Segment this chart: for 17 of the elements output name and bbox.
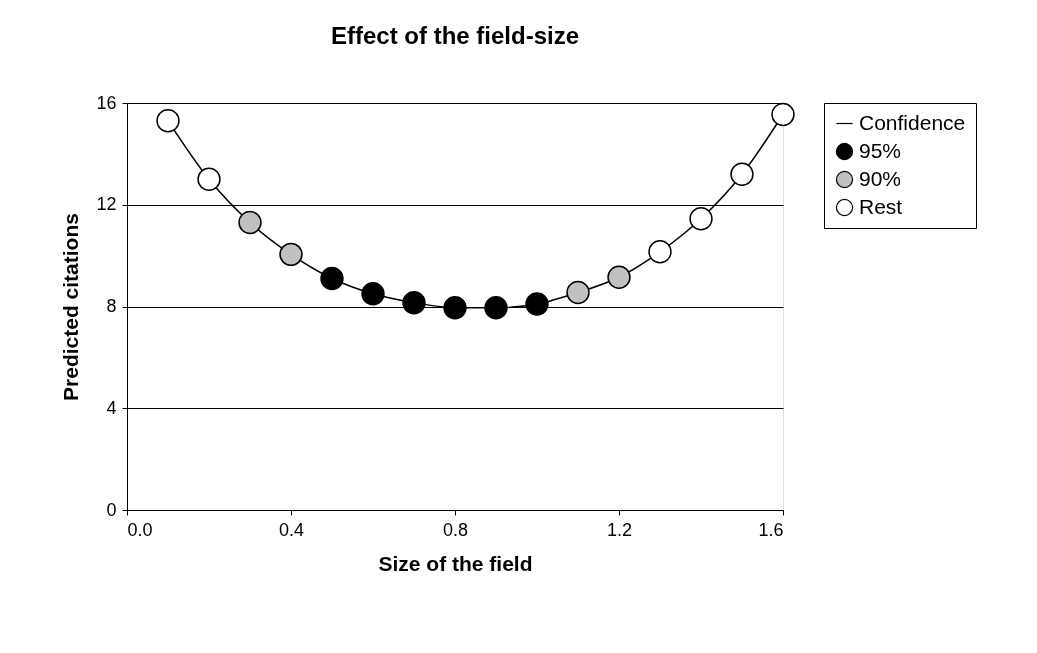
y-tick-label: 8 <box>106 296 117 316</box>
y-tick-label: 16 <box>96 92 117 113</box>
x-tick-label: 1.6 <box>758 519 784 540</box>
chart-title: Effect of the field-size <box>330 22 580 49</box>
x-tick-label: 0.8 <box>442 519 469 540</box>
legend-label: Rest <box>859 194 903 218</box>
x-tick-label: 1.2 <box>606 519 633 540</box>
x-axis-title: Size of the field <box>378 551 533 575</box>
y-tick-label: 4 <box>106 397 117 418</box>
x-tick-label: 0.4 <box>278 519 305 540</box>
legend-label: 90% <box>859 166 902 190</box>
y-tick-label: 12 <box>96 194 117 215</box>
legend-label: 95% <box>859 138 902 162</box>
y-tick-label: 0 <box>106 499 117 520</box>
y-axis-title: Predicted citations <box>59 213 83 401</box>
x-tick-label: 0.0 <box>127 519 153 540</box>
legend-label: Confidence <box>859 110 966 134</box>
